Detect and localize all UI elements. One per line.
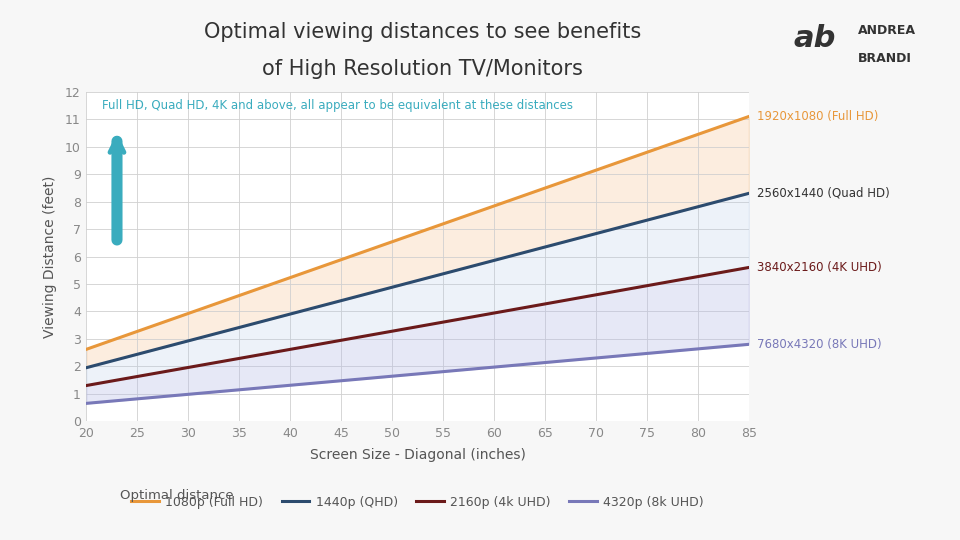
- Text: 2560x1440 (Quad HD): 2560x1440 (Quad HD): [756, 187, 890, 200]
- Text: Full HD, Quad HD, 4K and above, all appear to be equivalent at these distances: Full HD, Quad HD, 4K and above, all appe…: [102, 99, 573, 112]
- Text: BRANDI: BRANDI: [858, 52, 912, 65]
- Legend: 1080p (Full HD), 1440p (QHD), 2160p (4k UHD), 4320p (8k UHD): 1080p (Full HD), 1440p (QHD), 2160p (4k …: [127, 491, 708, 514]
- Text: 3840x2160 (4K UHD): 3840x2160 (4K UHD): [756, 261, 881, 274]
- Text: 7680x4320 (8K UHD): 7680x4320 (8K UHD): [756, 338, 881, 351]
- Text: ab: ab: [794, 24, 836, 53]
- Text: ANDREA: ANDREA: [858, 24, 916, 37]
- Text: 1920x1080 (Full HD): 1920x1080 (Full HD): [756, 110, 878, 123]
- Text: Optimal viewing distances to see benefits: Optimal viewing distances to see benefit…: [204, 22, 641, 42]
- Text: Optimal distance: Optimal distance: [120, 489, 233, 502]
- X-axis label: Screen Size - Diagonal (inches): Screen Size - Diagonal (inches): [310, 448, 525, 462]
- Text: of High Resolution TV/Monitors: of High Resolution TV/Monitors: [262, 59, 583, 79]
- Y-axis label: Viewing Distance (feet): Viewing Distance (feet): [42, 176, 57, 338]
